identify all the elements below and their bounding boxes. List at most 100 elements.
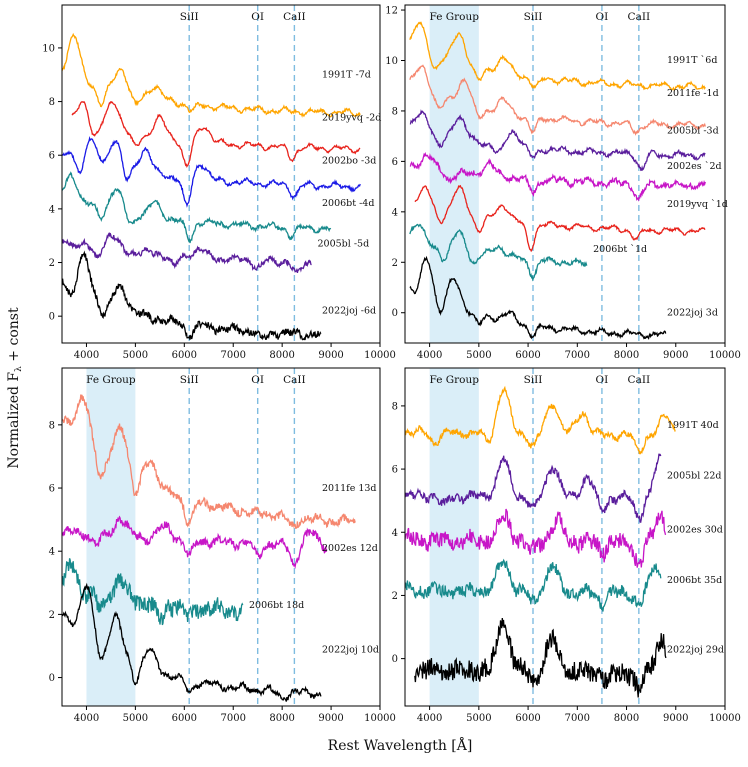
series-label: 2006bt 18d (249, 600, 304, 611)
x-tick-label: 8000 (614, 350, 639, 361)
line-label-siii: SiII (180, 374, 199, 386)
series-label: 2019yvq -2d (322, 112, 381, 123)
x-axis-title: Rest Wavelength [Å] (328, 736, 473, 754)
spectrum-2022joj-10d (62, 582, 322, 702)
y-tick-label: 8 (392, 401, 398, 412)
y-axis-title: Normalized Fλ + const (6, 307, 24, 469)
spectrum-2002bo-3d (62, 135, 361, 208)
panel-group: SiII OI CaII 1991T -7d 2019yvq -2d 2002bo -3d… (42, 4, 741, 724)
x-tick-label: 5000 (123, 713, 148, 724)
x-tick-label: 8000 (269, 713, 294, 724)
y-tick-label: 8 (49, 97, 55, 108)
spectrum-2005bl-5d (62, 231, 312, 274)
plot-frame (404, 4, 726, 344)
plot-frame (404, 367, 726, 707)
x-tick-label: 9000 (318, 713, 343, 724)
fe-group-label: Fe Group (429, 374, 479, 386)
series-label: 1991T `6d (667, 55, 717, 66)
line-label-siii: SiII (524, 11, 543, 23)
x-tick-label: 6000 (515, 350, 540, 361)
x-tick-label: 4000 (74, 713, 99, 724)
spectrum-2006bt-35d (405, 558, 662, 612)
spectrum-1991t-6d (409, 21, 706, 91)
y-tick-label: 8 (392, 106, 398, 117)
y-tick-label: 2 (392, 591, 398, 602)
y-tick-label: 4 (49, 547, 55, 558)
y-tick-label: 0 (49, 312, 55, 323)
y-tick-label: 4 (392, 528, 398, 539)
series-label: 2006bt `1d (593, 244, 647, 255)
y-axis-title-sub: λ (14, 366, 24, 372)
y-tick-label: 0 (49, 673, 55, 684)
y-tick-label: 4 (392, 207, 398, 218)
x-tick-label: 5000 (466, 713, 491, 724)
line-label-oi: OI (251, 374, 264, 386)
line-label-caii: CaII (283, 11, 306, 23)
series-label: 2005bl -5d (318, 238, 370, 249)
spectrum-2011fe-13d (62, 394, 356, 529)
line-label-siii: SiII (180, 11, 199, 23)
spectrum-2002es-2d (409, 151, 706, 202)
y-tick-label: 2 (49, 610, 55, 621)
x-tick-label: 4000 (417, 713, 442, 724)
x-tick-label: 8000 (269, 350, 294, 361)
line-label-caii: CaII (283, 374, 306, 386)
line-label-caii: CaII (628, 11, 651, 23)
x-tick-label: 10000 (364, 713, 396, 724)
line-label-siii: SiII (524, 374, 543, 386)
line-label-oi: OI (596, 374, 609, 386)
x-tick-label: 7000 (221, 350, 246, 361)
x-tick-label: 5000 (466, 350, 491, 361)
series-label: 2022joj 29d (667, 644, 724, 655)
x-tick-label: 10000 (364, 350, 396, 361)
series-label: 2005bl 22d (667, 471, 722, 482)
series-label: 2002bo -3d (322, 155, 376, 166)
series-label: 2022joj 10d (322, 644, 379, 655)
x-tick-label: 6000 (515, 713, 540, 724)
spectrum-1991t-7d (62, 32, 361, 118)
series-label: 2019yvq `1d (667, 199, 728, 210)
x-tick-label: 5000 (123, 350, 148, 361)
y-tick-label: 0 (392, 654, 398, 665)
plot-frame (61, 367, 381, 707)
spectrum-2006bt-18d (62, 558, 244, 626)
y-tick-label: 2 (49, 258, 55, 269)
x-tick-label: 9000 (663, 713, 688, 724)
y-tick-label: 4 (49, 204, 55, 215)
series-label: 2011fe -1d (667, 88, 719, 99)
y-tick-label: 6 (392, 157, 398, 168)
series-label: 2002es 12d (322, 543, 378, 554)
y-tick-label: 6 (392, 465, 398, 476)
spectrum-2011fe-1d (409, 64, 706, 136)
y-tick-label: 2 (392, 258, 398, 269)
y-axis-title-tail: + const (6, 307, 22, 366)
y-tick-label: 6 (49, 151, 55, 162)
series-label: 2006bt 35d (667, 575, 722, 586)
x-tick-label: 7000 (565, 350, 590, 361)
spectrum-2006bt-1d (409, 223, 588, 282)
spectrum-2006bt-4d (62, 171, 332, 244)
x-tick-label: 4000 (74, 350, 99, 361)
x-tick-label: 10000 (709, 350, 741, 361)
spectrum-2005bl-22d (405, 453, 662, 524)
series-label: 1991T -7d (322, 69, 371, 80)
y-tick-label: 0 (392, 308, 398, 319)
series-label: 2022joj 3d (667, 307, 718, 318)
series-label: 2011fe 13d (322, 483, 377, 494)
line-label-oi: OI (596, 11, 609, 23)
y-tick-label: 12 (385, 6, 398, 17)
series-label: 2022joj -6d (322, 305, 376, 316)
series-label: 1991T 40d (667, 420, 719, 431)
spectrum-2002es-30d (405, 508, 667, 568)
spectrum-2022joj-3d (409, 255, 667, 340)
x-tick-label: 6000 (172, 713, 197, 724)
spectrum-2019yvq-2d (71, 101, 361, 169)
x-tick-label: 8000 (614, 713, 639, 724)
line-label-oi: OI (251, 11, 264, 23)
spectrum-2022joj-6d (62, 250, 322, 341)
fe-group-label: Fe Group (429, 11, 479, 23)
fe-group-label: Fe Group (86, 374, 136, 386)
panel-bottom-right: Fe Group SiII OI CaII 1991T 40d 2005bl 22d 200… (392, 367, 741, 724)
